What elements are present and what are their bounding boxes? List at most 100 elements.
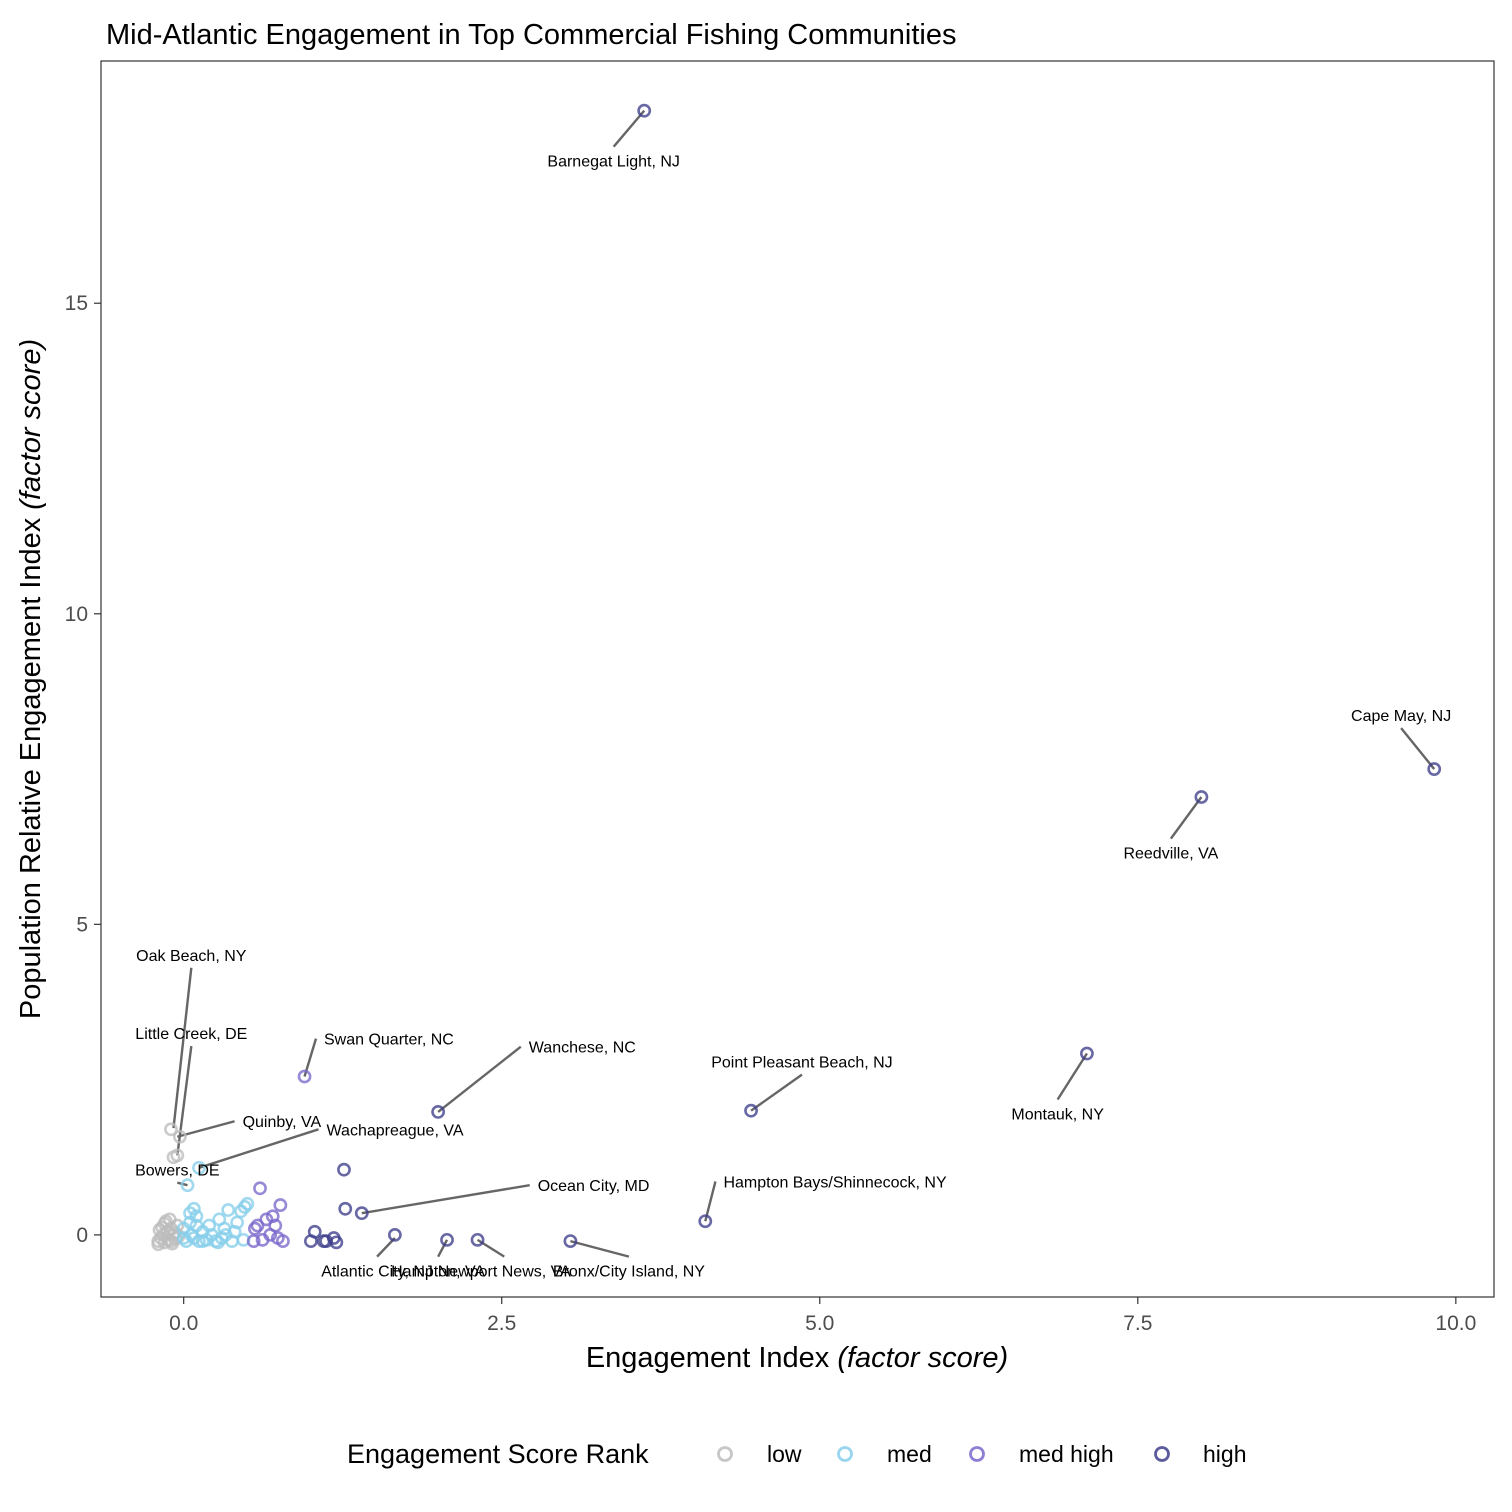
data-point-high — [1194, 790, 1209, 804]
x-tick-label: 5.0 — [805, 1312, 834, 1335]
data-point-low — [157, 1216, 172, 1231]
data-point-high — [698, 1214, 713, 1229]
y-tick-label: 15 — [65, 292, 88, 315]
label-leader-lines — [172, 109, 1436, 1258]
data-point-high — [1080, 1046, 1094, 1061]
data-point-medhigh — [253, 1181, 267, 1196]
y-axis-title-main: Population Relative Engagement Index — [15, 517, 47, 1019]
x-tick-label: 2.5 — [487, 1312, 516, 1335]
label-leader-line — [361, 1184, 530, 1215]
x-axis-title: Engagement Index (factor score) — [586, 1342, 1008, 1374]
legend-label-med: med — [887, 1441, 932, 1467]
point-label: Barnegat Light, NJ — [547, 154, 680, 171]
y-tick-label: 5 — [76, 913, 88, 936]
legend-key-med — [837, 1446, 853, 1462]
label-leader-line — [750, 1073, 803, 1112]
label-leader-line — [198, 1128, 319, 1169]
x-tick-label: 0.0 — [169, 1312, 198, 1335]
data-point-high — [319, 1234, 334, 1249]
point-label: Atlantic City, NJ — [321, 1264, 433, 1281]
label-leader-line — [570, 1239, 630, 1258]
point-label: Little Creek, DE — [135, 1026, 247, 1043]
chart-title: Mid-Atlantic Engagement in Top Commercia… — [106, 19, 956, 51]
data-point-high — [431, 1105, 446, 1119]
x-axis-title-italic: (factor score) — [837, 1342, 1008, 1374]
label-leader-line — [1169, 796, 1203, 840]
label-leader-line — [437, 1045, 522, 1113]
legend-key-high — [1154, 1446, 1170, 1462]
legend-key-low — [717, 1446, 733, 1462]
data-point-medhigh — [248, 1221, 262, 1236]
data-point-high — [354, 1206, 369, 1221]
data-point-med — [221, 1203, 236, 1217]
data-points — [151, 103, 1442, 1252]
label-leader-line — [1400, 727, 1436, 770]
legend-label-medhigh: med high — [1019, 1441, 1114, 1467]
x-tick-label: 7.5 — [1123, 1312, 1152, 1335]
point-label: Bronx/City Island, NY — [553, 1264, 705, 1281]
point-label: Cape May, NJ — [1351, 708, 1451, 725]
label-leader-line — [172, 967, 193, 1129]
data-point-med — [211, 1235, 225, 1250]
label-leader-line — [176, 1045, 193, 1156]
point-labels: Barnegat Light, NJ Cape May, NJ Reedville,… — [135, 154, 1451, 1281]
legend-label-high: high — [1203, 1441, 1246, 1467]
label-leader-line — [177, 1120, 235, 1138]
data-point-med — [195, 1234, 210, 1249]
data-point-medhigh — [297, 1069, 312, 1084]
y-axis-title-italic: (factor score) — [15, 339, 47, 510]
y-tick-label: 10 — [65, 603, 88, 626]
point-label: Wachapreague, VA — [327, 1122, 464, 1139]
point-label: Bowers, DE — [135, 1163, 219, 1180]
label-leader-line — [612, 109, 646, 148]
y-axis-title: Population Relative Engagement Index (fa… — [15, 339, 47, 1019]
point-label: Reedville, VA — [1123, 846, 1218, 863]
label-leader-line — [1056, 1052, 1088, 1101]
data-point-high — [1427, 762, 1442, 776]
data-point-high — [387, 1227, 402, 1242]
data-point-medhigh — [268, 1218, 283, 1233]
point-label: Point Pleasant Beach, NJ — [711, 1055, 892, 1072]
data-point-med — [189, 1218, 204, 1233]
point-label: Oak Beach, NY — [136, 948, 247, 965]
point-label: Hampton, VA — [391, 1264, 485, 1281]
data-point-medhigh — [273, 1198, 288, 1212]
data-point-low — [151, 1237, 166, 1252]
data-point-med — [186, 1201, 201, 1216]
data-point-high — [440, 1232, 454, 1247]
data-point-high — [637, 103, 652, 118]
x-axis-title-main: Engagement Index — [586, 1342, 830, 1374]
legend: Engagement Score Rank low med med high high — [347, 1439, 1246, 1469]
data-point-medhigh — [246, 1234, 261, 1249]
data-point-high — [307, 1224, 322, 1239]
point-label: Ocean City, MD — [538, 1178, 650, 1195]
data-point-high — [744, 1103, 758, 1118]
data-point-med — [180, 1178, 195, 1193]
point-label: Quinby, VA — [243, 1114, 322, 1131]
data-point-med — [192, 1160, 206, 1175]
legend-label-low: low — [767, 1441, 802, 1467]
data-point-high — [338, 1201, 353, 1216]
data-point-low — [166, 1150, 181, 1165]
data-point-low — [164, 1122, 178, 1137]
plot-panel — [100, 60, 1495, 1298]
y-tick-label: 0 — [76, 1224, 88, 1247]
point-label: Montauk, NY — [1011, 1106, 1104, 1123]
data-point-high — [337, 1162, 351, 1177]
legend-key-medhigh — [969, 1446, 985, 1462]
point-label: Newport News, VA — [438, 1264, 571, 1281]
data-point-med — [240, 1196, 255, 1211]
legend-title: Engagement Score Rank — [347, 1439, 649, 1469]
data-point-medhigh — [276, 1234, 290, 1249]
data-point-low — [172, 1129, 187, 1144]
point-label: Swan Quarter, NC — [324, 1032, 454, 1049]
x-tick-label: 10.0 — [1435, 1312, 1476, 1335]
point-label: Wanchese, NC — [529, 1040, 636, 1057]
data-point-high — [470, 1232, 485, 1247]
axis-ticks: 0.0 2.5 5.0 7.5 10.0 0 5 10 15 — [65, 292, 1477, 1335]
data-point-med — [176, 1231, 191, 1245]
label-leader-line — [437, 1239, 449, 1258]
data-point-high — [563, 1234, 578, 1249]
data-point-med — [218, 1227, 233, 1242]
